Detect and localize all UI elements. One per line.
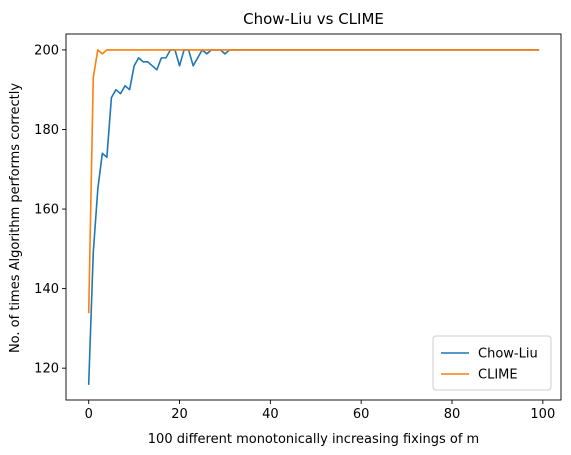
legend-label-clime: CLIME <box>478 368 518 383</box>
x-tick-label: 20 <box>171 407 188 422</box>
legend-box <box>432 335 552 391</box>
chart-title: Chow-Liu vs CLIME <box>243 10 384 28</box>
y-tick-label: 180 <box>34 123 59 138</box>
x-axis-label: 100 different monotonically increasing f… <box>148 432 479 447</box>
y-tick-label: 200 <box>34 43 59 58</box>
x-tick-label: 80 <box>444 407 461 422</box>
x-tick-label: 0 <box>85 407 93 422</box>
axes-frame <box>65 33 562 401</box>
y-tick-label: 140 <box>34 282 59 297</box>
y-axis-label: No. of times Algorithm performs correctl… <box>8 83 23 353</box>
y-tick-label: 160 <box>34 203 59 218</box>
legend-label-chow-liu: Chow-Liu <box>478 347 538 362</box>
x-tick-label: 100 <box>530 407 555 422</box>
y-tick-label: 120 <box>34 362 59 377</box>
series-line-clime <box>87 49 540 314</box>
x-tick-label: 40 <box>262 407 279 422</box>
plot-area: 0 20 40 60 80 100 120 140 160 180 200 Chow-Liu CLIME <box>34 33 562 422</box>
x-tick-label: 60 <box>353 407 370 422</box>
